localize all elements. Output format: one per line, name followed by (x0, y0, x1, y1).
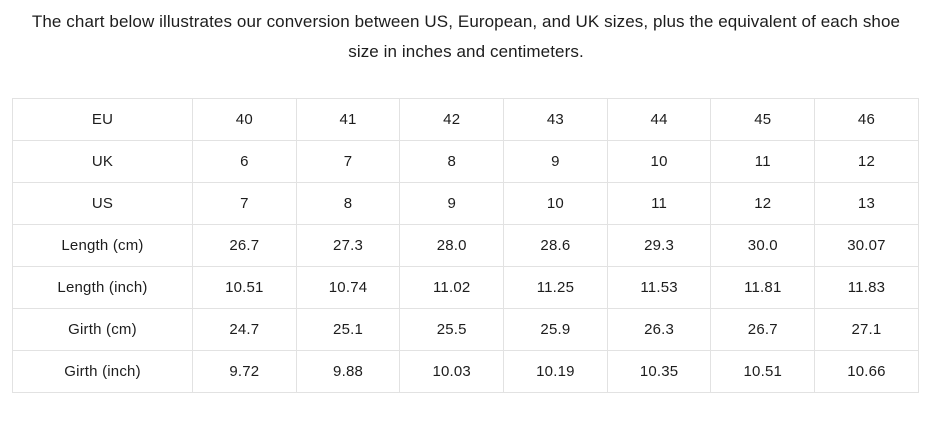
value-cell: 10.66 (814, 350, 919, 393)
value-cell: 10.74 (295, 266, 401, 309)
value-cell: 10 (606, 140, 712, 183)
value-cell: 11.53 (606, 266, 712, 309)
value-cell: 40 (192, 98, 297, 141)
value-cell: 24.7 (192, 308, 297, 351)
value-cell: 13 (814, 182, 919, 225)
value-cell: 46 (814, 98, 919, 141)
value-cell: 12 (710, 182, 816, 225)
value-cell: 11.02 (399, 266, 505, 309)
row-label-cell: Girth (inch) (12, 350, 193, 393)
value-cell: 26.7 (710, 308, 816, 351)
value-cell: 11.25 (503, 266, 608, 309)
value-cell: 41 (295, 98, 401, 141)
value-cell: 27.1 (814, 308, 919, 351)
value-cell: 26.3 (606, 308, 712, 351)
value-cell: 10.51 (710, 350, 816, 393)
value-cell: 25.9 (503, 308, 608, 351)
value-cell: 28.6 (503, 224, 608, 267)
value-cell: 29.3 (606, 224, 712, 267)
value-cell: 27.3 (295, 224, 401, 267)
value-cell: 10 (503, 182, 608, 225)
value-cell: 10.51 (192, 266, 297, 309)
value-cell: 8 (399, 140, 505, 183)
intro-text: The chart below illustrates our conversi… (31, 12, 901, 61)
row-label-cell: EU (12, 98, 193, 141)
value-cell: 10.35 (606, 350, 712, 393)
table-row: Girth (inch) 9.72 9.88 10.03 10.19 10.35 10.51… (12, 350, 919, 393)
value-cell: 28.0 (399, 224, 505, 267)
value-cell: 12 (814, 140, 919, 183)
value-cell: 43 (503, 98, 608, 141)
size-conversion-table: EU 40 41 42 43 44 45 46 UK 6 7 8 9 10 11 12 US 7 8 9 10 11 12 1… (12, 98, 919, 393)
value-cell: 42 (399, 98, 505, 141)
value-cell: 11 (710, 140, 816, 183)
row-label-cell: Length (inch) (12, 266, 193, 309)
size-table-body: EU 40 41 42 43 44 45 46 UK 6 7 8 9 10 11 12 US 7 8 9 10 11 12 1… (12, 98, 919, 393)
table-row: Length (inch) 10.51 10.74 11.02 11.25 11.53 11… (12, 266, 919, 309)
value-cell: 10.03 (399, 350, 505, 393)
value-cell: 11 (606, 182, 712, 225)
value-cell: 30.0 (710, 224, 816, 267)
value-cell: 6 (192, 140, 297, 183)
value-cell: 7 (295, 140, 401, 183)
value-cell: 7 (192, 182, 297, 225)
value-cell: 10.19 (503, 350, 608, 393)
value-cell: 45 (710, 98, 816, 141)
value-cell: 9 (399, 182, 505, 225)
row-label-cell: US (12, 182, 193, 225)
table-row: Girth (cm) 24.7 25.1 25.5 25.9 26.3 26.7 27.1 (12, 308, 919, 351)
table-row: UK 6 7 8 9 10 11 12 (12, 140, 919, 183)
value-cell: 25.5 (399, 308, 505, 351)
row-label-cell: Girth (cm) (12, 308, 193, 351)
row-label-cell: UK (12, 140, 193, 183)
value-cell: 25.1 (295, 308, 401, 351)
value-cell: 26.7 (192, 224, 297, 267)
value-cell: 11.81 (710, 266, 816, 309)
table-row: EU 40 41 42 43 44 45 46 (12, 98, 919, 141)
value-cell: 9.88 (295, 350, 401, 393)
row-label-cell: Length (cm) (12, 224, 193, 267)
value-cell: 8 (295, 182, 401, 225)
value-cell: 30.07 (814, 224, 919, 267)
table-row: Length (cm) 26.7 27.3 28.0 28.6 29.3 30.0 30.07 (12, 224, 919, 267)
table-row: US 7 8 9 10 11 12 13 (12, 182, 919, 225)
value-cell: 44 (606, 98, 712, 141)
value-cell: 9 (503, 140, 608, 183)
value-cell: 9.72 (192, 350, 297, 393)
value-cell: 11.83 (814, 266, 919, 309)
